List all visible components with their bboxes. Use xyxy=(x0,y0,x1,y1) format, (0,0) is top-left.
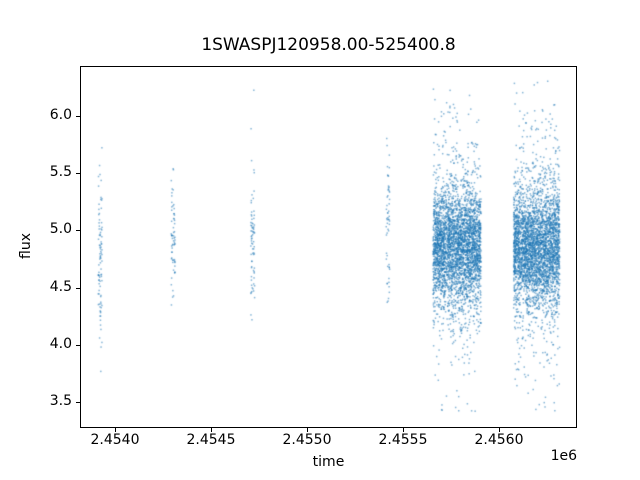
x-tick-mark xyxy=(211,428,212,432)
y-tick-mark xyxy=(76,345,80,346)
x-tick-mark xyxy=(307,428,308,432)
chart-title: 1SWASPJ120958.00-525400.8 xyxy=(201,35,456,55)
x-axis-label: time xyxy=(312,454,345,470)
plot-area xyxy=(80,66,577,428)
y-axis-tick-label: 4.5 xyxy=(49,279,72,295)
y-tick-mark xyxy=(76,288,80,289)
y-axis-label: flux xyxy=(18,233,34,259)
y-axis-tick-label: 4.0 xyxy=(49,336,72,352)
scatter-canvas xyxy=(81,67,576,427)
y-axis-tick-label: 3.5 xyxy=(49,393,72,409)
y-axis-tick-label: 5.5 xyxy=(49,164,72,180)
y-tick-mark xyxy=(76,173,80,174)
y-axis-tick-label: 6.0 xyxy=(49,107,72,123)
x-axis-tick-label: 2.4550 xyxy=(282,432,332,448)
y-tick-mark xyxy=(76,230,80,231)
x-tick-mark xyxy=(115,428,116,432)
y-tick-mark xyxy=(76,116,80,117)
x-tick-mark xyxy=(499,428,500,432)
y-tick-mark xyxy=(76,402,80,403)
x-tick-mark xyxy=(403,428,404,432)
y-axis-tick-label: 5.0 xyxy=(49,221,72,237)
x-axis-tick-label: 2.4545 xyxy=(186,432,236,448)
x-axis-tick-label: 2.4540 xyxy=(90,432,140,448)
x-axis-tick-label: 2.4555 xyxy=(378,432,428,448)
axis-offset-label: 1e6 xyxy=(550,448,577,464)
x-axis-tick-label: 2.4560 xyxy=(474,432,524,448)
